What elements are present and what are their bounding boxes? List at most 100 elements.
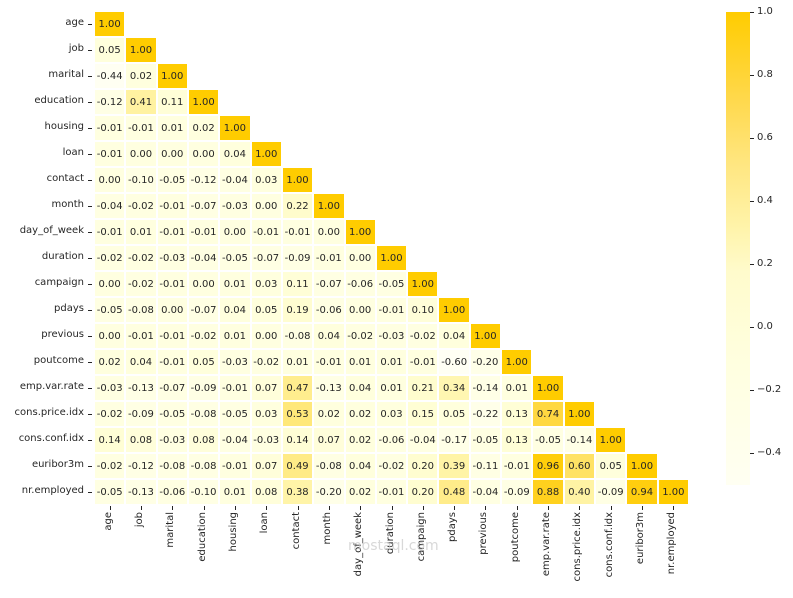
heatmap-cell: 0.02	[125, 63, 157, 89]
heatmap-cell: 0.00	[156, 141, 188, 167]
heatmap-cell: 0.02	[187, 115, 220, 141]
y-axis-label: campaign	[34, 277, 84, 288]
heatmap-cell: -0.12	[187, 167, 220, 193]
heatmap-cell: 0.22	[281, 193, 314, 219]
colorbar-tick-label: 0.8	[757, 69, 773, 81]
heatmap-cell: -0.09	[187, 375, 220, 401]
heatmap-cell: 0.00	[94, 323, 126, 349]
heatmap-cell: 0.15	[407, 401, 439, 427]
y-tick	[88, 362, 92, 363]
x-axis-label: contact	[290, 512, 302, 550]
y-tick	[88, 336, 92, 337]
heatmap-cell: 0.34	[438, 375, 470, 401]
heatmap-cell: 0.02	[344, 427, 376, 453]
heatmap-cell: -0.08	[156, 453, 188, 479]
x-tick	[516, 506, 518, 510]
heatmap-cell: 0.21	[407, 375, 439, 401]
heatmap-cell: -0.02	[407, 323, 439, 349]
heatmap-cell: -0.05	[94, 479, 126, 505]
colorbar-tick	[750, 201, 754, 203]
heatmap-cell: -0.03	[375, 323, 408, 349]
heatmap-cell: 0.48	[438, 479, 470, 505]
heatmap-cell: -0.08	[313, 453, 345, 479]
x-tick	[610, 506, 612, 510]
heatmap-cell: 0.04	[125, 349, 157, 375]
heatmap-cell: 1.00	[219, 115, 251, 141]
y-tick	[88, 232, 92, 233]
x-tick	[140, 506, 142, 510]
y-axis-label: nr.employed	[21, 485, 84, 496]
heatmap-cell: 1.00	[313, 193, 345, 219]
heatmap-cell: 0.01	[501, 375, 533, 401]
heatmap-cell: 0.20	[407, 479, 439, 505]
heatmap-cell: -0.05	[375, 271, 408, 297]
y-tick	[88, 50, 92, 51]
heatmap-cell: -0.11	[469, 453, 502, 479]
x-tick	[328, 506, 330, 510]
heatmap-cell: 0.47	[281, 375, 314, 401]
heatmap-cell: 0.04	[344, 375, 376, 401]
heatmap-cell: -0.01	[187, 219, 220, 245]
heatmap-cell: -0.13	[125, 479, 157, 505]
heatmap-cell: 0.08	[250, 479, 282, 505]
heatmap-cell: -0.13	[125, 375, 157, 401]
heatmap-cell: 1.00	[501, 349, 533, 375]
y-axis-label: job	[68, 43, 84, 54]
heatmap-cell: -0.08	[187, 453, 220, 479]
heatmap-cell: 0.05	[187, 349, 220, 375]
heatmap-cell: 0.00	[125, 141, 157, 167]
heatmap-cell: 0.13	[501, 427, 533, 453]
heatmap-cell: -0.02	[94, 245, 126, 271]
colorbar-tick-label: 0.4	[757, 195, 773, 207]
heatmap-cell: 0.08	[187, 427, 220, 453]
heatmap-cell: 0.05	[94, 37, 126, 63]
x-tick	[297, 506, 299, 510]
heatmap-cell: 1.00	[344, 219, 376, 245]
heatmap-cell: -0.05	[156, 167, 188, 193]
heatmap-cell: 0.00	[187, 141, 220, 167]
y-axis-label: cons.price.idx	[14, 407, 84, 418]
heatmap-cell: -0.04	[219, 427, 251, 453]
heatmap-cell: 0.19	[281, 297, 314, 323]
heatmap-cell: 0.13	[501, 401, 533, 427]
heatmap-cell: 0.01	[219, 271, 251, 297]
heatmap-cell: 0.01	[219, 323, 251, 349]
heatmap-cell: -0.14	[563, 427, 596, 453]
heatmap-cell: 0.05	[595, 453, 627, 479]
heatmap-cell: 0.03	[375, 401, 408, 427]
y-axis-label: housing	[44, 121, 84, 132]
heatmap-cell: 0.60	[563, 453, 596, 479]
heatmap-cell: -0.03	[156, 245, 188, 271]
y-tick	[88, 102, 92, 103]
colorbar-tick	[750, 12, 754, 13]
x-axis-label: marital	[165, 512, 177, 548]
heatmap-cell: 1.00	[187, 89, 220, 115]
y-axis-label: poutcome	[33, 355, 84, 366]
heatmap-cell: -0.05	[219, 245, 251, 271]
heatmap-cell: -0.04	[94, 193, 126, 219]
heatmap-cell: -0.60	[438, 349, 470, 375]
heatmap-cell: -0.09	[501, 479, 533, 505]
heatmap-cell: 0.38	[281, 479, 314, 505]
y-tick	[88, 128, 92, 129]
heatmap-cell: 0.53	[281, 401, 314, 427]
x-tick	[642, 506, 644, 510]
y-axis-label: contact	[46, 173, 84, 184]
heatmap-cell: 0.01	[375, 375, 408, 401]
heatmap-cell: 0.20	[407, 453, 439, 479]
heatmap-cell: -0.03	[94, 375, 126, 401]
colorbar-tick	[750, 453, 754, 455]
x-tick	[485, 506, 487, 510]
heatmap-cell: 1.00	[407, 271, 439, 297]
y-axis-label: emp.var.rate	[19, 381, 84, 392]
heatmap-cell: 0.00	[156, 297, 188, 323]
heatmap-cell: 0.04	[219, 141, 251, 167]
heatmap-cell: -0.02	[375, 453, 408, 479]
x-axis-label: loan	[259, 512, 271, 534]
x-axis-label: month	[321, 512, 333, 545]
y-tick	[88, 258, 92, 259]
heatmap-cell: -0.10	[125, 167, 157, 193]
heatmap-cell: 0.07	[250, 375, 282, 401]
heatmap-cell: -0.03	[250, 427, 282, 453]
x-axis-label: poutcome	[509, 512, 521, 563]
